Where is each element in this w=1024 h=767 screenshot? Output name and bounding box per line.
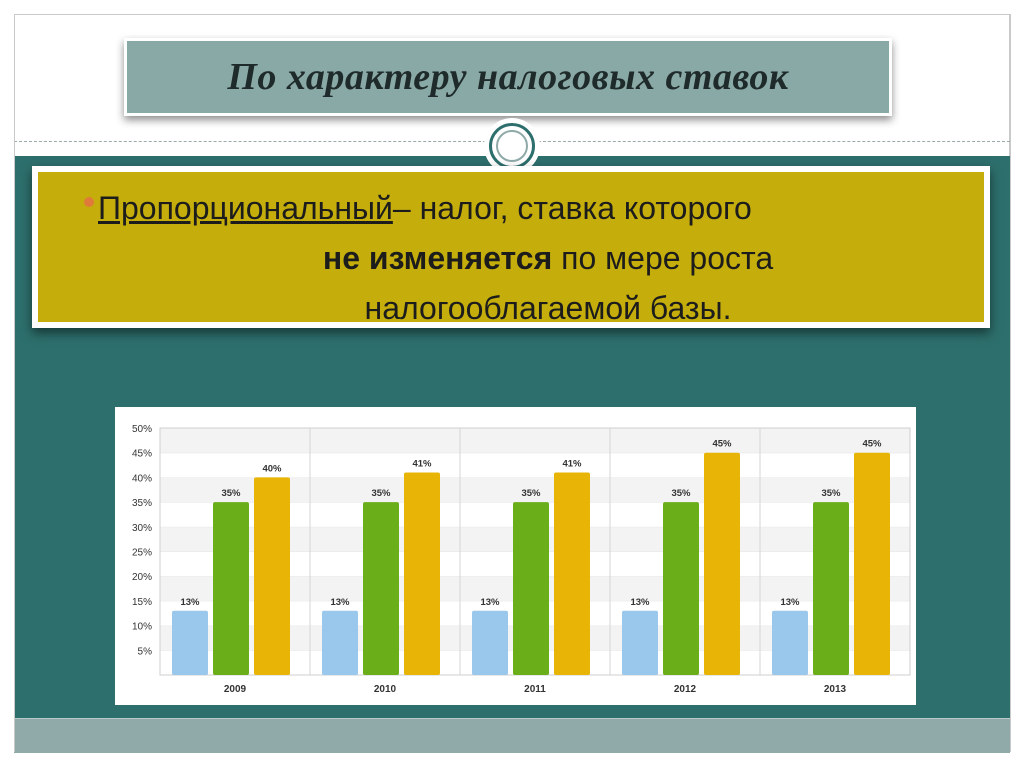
emphasis-text: не изменяется (322, 240, 553, 276)
x-tick-label: 2012 (674, 684, 697, 695)
y-tick-label: 5% (138, 646, 153, 657)
y-tick-label: 45% (132, 449, 152, 460)
connector-circle-inner (496, 130, 528, 162)
bar (854, 452, 890, 675)
y-tick-label: 35% (132, 498, 152, 509)
bar (322, 610, 358, 675)
y-tick-label: 20% (132, 572, 152, 583)
bar (772, 610, 808, 675)
bar (172, 610, 208, 675)
frame-left-edge (14, 14, 15, 752)
bar-value-label: 13% (630, 597, 650, 608)
definition-text: Пропорциональный– налог, ставка которого… (98, 183, 978, 333)
bar-value-label: 35% (671, 488, 691, 499)
grid-band (160, 452, 910, 478)
bar (813, 502, 849, 675)
bar-value-label: 13% (480, 597, 500, 608)
bar-value-label: 45% (712, 439, 732, 450)
bar (213, 502, 249, 675)
bar-value-label: 35% (371, 488, 391, 499)
bar-value-label: 35% (221, 488, 241, 499)
definition-line-2: не изменяется по мере роста (98, 233, 978, 283)
bar-value-label: 41% (562, 458, 582, 469)
y-tick-label: 25% (132, 548, 152, 559)
bar-value-label: 35% (821, 488, 841, 499)
x-tick-label: 2013 (824, 684, 847, 695)
bar (472, 610, 508, 675)
grid-band (160, 428, 910, 453)
frame-right-edge (1010, 14, 1011, 752)
chart-svg: 50% 45% 40% 35% 30% 25% 20% 15% 10% 5% 13% 35% 40% 20… (132, 424, 911, 695)
bar (404, 472, 440, 675)
y-tick-label: 50% (132, 424, 152, 435)
definition-continuation: по мере роста (552, 240, 774, 276)
bar (663, 502, 699, 675)
y-tick-label: 15% (132, 597, 152, 608)
bar (704, 452, 740, 675)
y-tick-label: 30% (132, 523, 152, 534)
term-description: – налог, ставка которого (392, 190, 752, 226)
tax-rate-chart: 50% 45% 40% 35% 30% 25% 20% 15% 10% 5% 13% 35% 40% 20… (115, 407, 916, 705)
x-tick-label: 2011 (524, 684, 546, 695)
bar (622, 610, 658, 675)
y-tick-label: 40% (132, 473, 152, 484)
bar-value-label: 40% (262, 463, 282, 474)
bar-value-label: 13% (780, 597, 800, 608)
bar-value-label: 45% (862, 439, 882, 450)
bar-value-label: 41% (412, 458, 432, 469)
definition-line-1: Пропорциональный– налог, ставка которого (98, 183, 978, 233)
title-box: По характеру налоговых ставок (124, 38, 892, 116)
slide-title: По характеру налоговых ставок (227, 56, 789, 98)
bar (363, 502, 399, 675)
y-tick-label: 10% (132, 622, 152, 633)
x-tick-label: 2009 (224, 684, 247, 695)
bar (254, 477, 290, 675)
bar (513, 502, 549, 675)
bar-value-label: 13% (180, 597, 200, 608)
bar (554, 472, 590, 675)
x-tick-label: 2010 (374, 684, 397, 695)
bar-value-label: 35% (521, 488, 541, 499)
definition-box: Пропорциональный– налог, ставка которого… (32, 166, 990, 328)
slide-footer-band (14, 718, 1010, 753)
bar-value-label: 13% (330, 597, 350, 608)
term-label: Пропорциональный (98, 190, 393, 226)
bullet-icon (84, 197, 94, 207)
definition-line-3: налогооблагаемой базы. (364, 290, 732, 326)
